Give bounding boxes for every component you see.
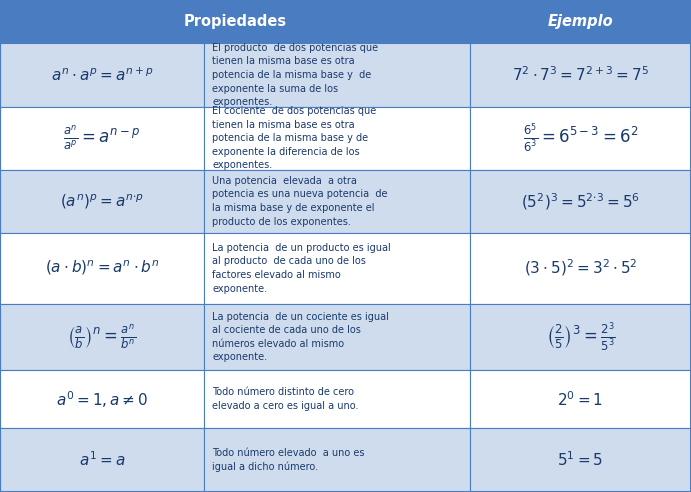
Text: La potencia  de un producto es igual
al producto  de cada uno de los
factores el: La potencia de un producto es igual al p… xyxy=(212,243,391,294)
Text: $\frac{a^n}{a^p} = a^{n-p}$: $\frac{a^n}{a^p} = a^{n-p}$ xyxy=(64,124,140,153)
Bar xyxy=(0,0,470,43)
Bar xyxy=(204,304,470,370)
Bar xyxy=(0,370,204,428)
Bar xyxy=(0,233,204,304)
Text: $(5^2)^3 = 5^{2{\cdot}3} = 5^6$: $(5^2)^3 = 5^{2{\cdot}3} = 5^6$ xyxy=(521,191,640,212)
Text: El cociente  de dos potencias que
tienen la misma base es otra
potencia de la mi: El cociente de dos potencias que tienen … xyxy=(212,106,377,170)
Text: $(a^n)^p = a^{n{\cdot}p}$: $(a^n)^p = a^{n{\cdot}p}$ xyxy=(60,192,144,211)
Bar xyxy=(470,428,691,492)
Text: $\frac{6^5}{6^3} = 6^{5-3} = 6^2$: $\frac{6^5}{6^3} = 6^{5-3} = 6^2$ xyxy=(523,122,638,155)
Bar xyxy=(204,107,470,170)
Bar xyxy=(470,170,691,233)
Text: $(a \cdot b)^n = a^n \cdot b^n$: $(a \cdot b)^n = a^n \cdot b^n$ xyxy=(44,259,160,277)
Bar xyxy=(204,428,470,492)
Text: $a^n \cdot a^p = a^{n+p}$: $a^n \cdot a^p = a^{n+p}$ xyxy=(50,66,153,84)
Text: Una potencia  elevada  a otra
potencia es una nueva potencia  de
la misma base y: Una potencia elevada a otra potencia es … xyxy=(212,176,388,227)
Text: $a^0 = 1, a \neq 0$: $a^0 = 1, a \neq 0$ xyxy=(56,389,148,410)
Bar xyxy=(0,0,691,43)
Bar xyxy=(0,428,204,492)
Text: $5^1 = 5$: $5^1 = 5$ xyxy=(558,451,603,469)
Text: $a^1 = a$: $a^1 = a$ xyxy=(79,451,125,469)
Text: Todo número distinto de cero
elevado a cero es igual a uno.: Todo número distinto de cero elevado a c… xyxy=(212,388,359,411)
Bar xyxy=(204,43,470,107)
Bar xyxy=(470,107,691,170)
Bar xyxy=(0,43,204,107)
Bar xyxy=(0,170,204,233)
Bar xyxy=(0,304,204,370)
Text: La potencia  de un cociente es igual
al cociente de cada uno de los
números elev: La potencia de un cociente es igual al c… xyxy=(212,311,389,363)
Text: El producto  de dos potencias que
tienen la misma base es otra
potencia de la mi: El producto de dos potencias que tienen … xyxy=(212,43,378,107)
Bar xyxy=(470,370,691,428)
Bar xyxy=(204,233,470,304)
Bar xyxy=(0,107,204,170)
Bar xyxy=(204,170,470,233)
Text: Propiedades: Propiedades xyxy=(183,14,287,29)
Bar xyxy=(204,370,470,428)
Text: $(3 \cdot 5)^2 = 3^2 \cdot 5^2$: $(3 \cdot 5)^2 = 3^2 \cdot 5^2$ xyxy=(524,258,637,278)
Bar xyxy=(470,43,691,107)
Text: $\left(\frac{2}{5}\right)^3 = \frac{2^3}{5^3}$: $\left(\frac{2}{5}\right)^3 = \frac{2^3}… xyxy=(546,320,615,354)
Text: Todo número elevado  a uno es
igual a dicho número.: Todo número elevado a uno es igual a dic… xyxy=(212,448,365,472)
Bar xyxy=(470,233,691,304)
Text: $2^0 = 1$: $2^0 = 1$ xyxy=(558,390,603,409)
Text: $7^2 \cdot 7^3 = 7^{2+3} = 7^5$: $7^2 \cdot 7^3 = 7^{2+3} = 7^5$ xyxy=(512,65,649,85)
Bar xyxy=(470,304,691,370)
Text: Ejemplo: Ejemplo xyxy=(548,14,613,29)
Text: $\left(\frac{a}{b}\right)^n = \frac{a^n}{b^n}$: $\left(\frac{a}{b}\right)^n = \frac{a^n}… xyxy=(67,323,137,351)
